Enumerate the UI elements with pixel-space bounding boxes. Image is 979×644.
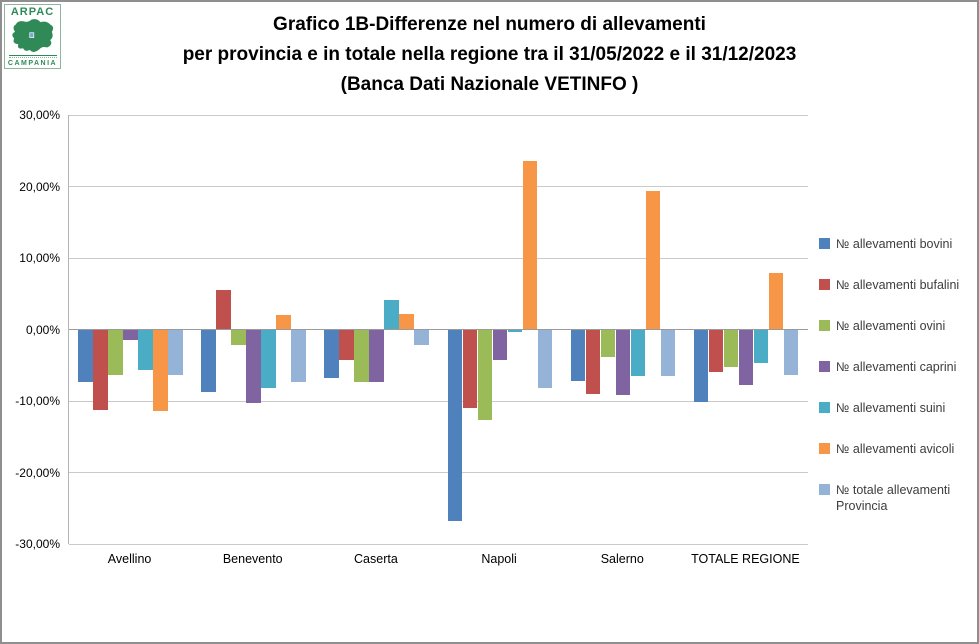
y-tick-label: 30,00% [19, 108, 60, 122]
legend-item-series6: № totale allevamenti Provincia [819, 482, 975, 514]
x-axis-label-caserta: Caserta [354, 552, 398, 566]
legend-label: № allevamenti bufalini [836, 278, 960, 292]
bar-salerno-series4 [630, 329, 646, 376]
legend-item-series2: № allevamenti ovini [819, 318, 975, 334]
x-axis-label-benevento: Benevento [222, 552, 283, 566]
bar-napoli-series2 [477, 329, 493, 420]
bar-avellino-series4 [138, 329, 153, 371]
y-tick-label: -30,00% [15, 537, 60, 551]
legend-swatch-icon [819, 279, 830, 290]
bar-totale-regione-series1 [708, 329, 724, 372]
bar-benevento-series0 [201, 329, 216, 393]
bar-benevento-series6 [291, 329, 306, 383]
gridline [69, 400, 808, 402]
campania-map-icon [8, 18, 58, 54]
zero-gridline [69, 329, 808, 330]
logo-divider [8, 55, 57, 56]
bar-salerno-series1 [585, 329, 601, 394]
bar-totale-regione-series6 [783, 329, 799, 375]
bar-napoli-series4 [507, 329, 523, 333]
legend-item-series1: № allevamenti bufalini [819, 277, 975, 293]
y-tick-label: 10,00% [19, 251, 60, 265]
legend-label: № totale allevamenti Provincia [836, 483, 951, 513]
logo-arpac-text: ARPAC [10, 6, 55, 18]
bar-caserta-series5 [399, 314, 414, 330]
bar-caserta-series3 [369, 329, 384, 383]
bar-salerno-series0 [570, 329, 586, 381]
legend-item-series0: № allevamenti bovini [819, 236, 975, 252]
gridline [69, 257, 808, 259]
gridline [69, 472, 808, 473]
logo-campania-text: CAMPANIA [7, 60, 58, 67]
y-tick-label: 0,00% [25, 322, 60, 337]
bar-napoli-series3 [492, 329, 508, 360]
bar-caserta-series6 [414, 329, 429, 346]
bar-caserta-series2 [354, 329, 369, 382]
chart-title-line1: Grafico 1B-Differenze nel numero di alle… [273, 14, 706, 35]
bar-benevento-series2 [231, 329, 246, 346]
legend-label: № allevamenti bovini [836, 237, 953, 251]
bar-napoli-series6 [537, 329, 553, 389]
gridline [69, 114, 808, 116]
chart-title: Grafico 1B-Differenze nel numero di alle… [2, 10, 977, 100]
gridline [69, 543, 808, 545]
legend-label: № allevamenti suini [836, 401, 946, 415]
bar-totale-regione-series5 [768, 273, 784, 330]
gridline [69, 186, 808, 187]
chart-title-line2: per provincia e in totale nella regione … [182, 44, 797, 65]
legend-item-series3: № allevamenti caprini [819, 359, 975, 375]
y-tick-label: -10,00% [15, 394, 60, 408]
bar-benevento-series3 [246, 329, 261, 404]
bar-avellino-series6 [168, 329, 183, 375]
bar-avellino-series2 [108, 329, 123, 376]
legend-swatch-icon [819, 320, 830, 331]
logo-smallprint [8, 57, 57, 59]
legend-swatch-icon [819, 402, 830, 413]
bar-benevento-series5 [276, 315, 291, 330]
legend-swatch-icon [819, 238, 830, 249]
bar-caserta-series1 [339, 329, 354, 361]
arpac-logo: ARPAC CAMPANIA [4, 4, 61, 69]
bar-avellino-series1 [93, 329, 108, 410]
bar-avellino-series3 [123, 329, 138, 341]
bar-napoli-series1 [462, 329, 478, 409]
bar-totale-regione-series4 [753, 329, 769, 364]
bar-avellino-series0 [78, 329, 93, 383]
bar-avellino-series5 [153, 329, 168, 411]
y-tick-label: -20,00% [15, 465, 60, 480]
bar-totale-regione-series2 [723, 329, 739, 367]
bar-benevento-series1 [216, 290, 231, 330]
bar-caserta-series4 [384, 300, 399, 330]
legend-label: № allevamenti ovini [836, 319, 946, 333]
y-tick-label: 20,00% [19, 179, 60, 194]
plot-area [68, 114, 808, 545]
legend-label: № allevamenti avicoli [836, 442, 955, 456]
x-axis-label-salerno: Salerno [600, 552, 644, 566]
bar-caserta-series0 [324, 329, 339, 379]
legend-item-series4: № allevamenti suini [819, 400, 975, 416]
legend-swatch-icon [819, 484, 830, 495]
bar-totale-regione-series3 [738, 329, 754, 386]
legend-item-series5: № allevamenti avicoli [819, 441, 975, 457]
legend-label: № allevamenti caprini [836, 360, 957, 374]
bar-salerno-series5 [645, 190, 661, 330]
bar-napoli-series0 [447, 329, 463, 522]
bar-salerno-series6 [660, 329, 676, 376]
chart-title-line3: (Banca Dati Nazionale VETINFO ) [340, 74, 639, 95]
bar-benevento-series4 [261, 329, 276, 389]
x-axis-label-napoli: Napoli [481, 552, 517, 566]
bar-salerno-series2 [600, 329, 616, 358]
legend-swatch-icon [819, 443, 830, 454]
legend-swatch-icon [819, 361, 830, 372]
x-axis-label-avellino: Avellino [107, 552, 152, 566]
bar-salerno-series3 [615, 329, 631, 396]
bar-totale-regione-series0 [693, 329, 709, 403]
x-axis-label-totale-regione: TOTALE REGIONE [691, 552, 800, 566]
bar-napoli-series5 [522, 160, 538, 330]
